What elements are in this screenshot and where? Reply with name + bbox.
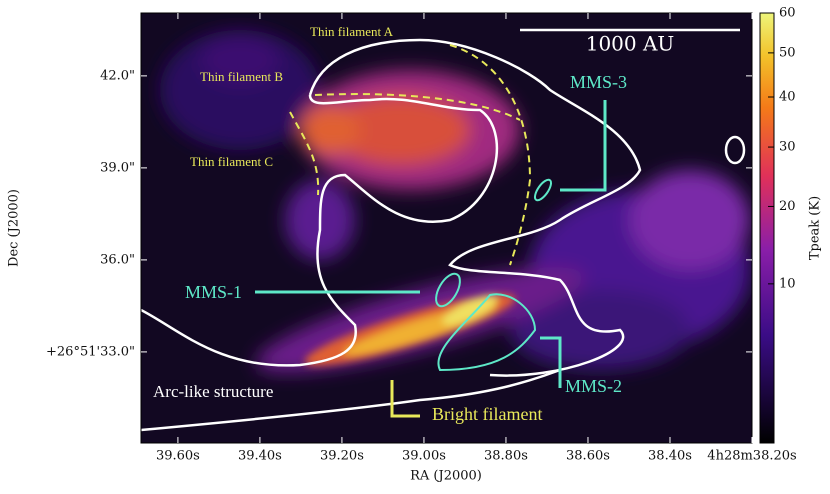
x-tick-label: 38.80s xyxy=(484,449,528,464)
annotation: Thin filament A xyxy=(310,24,394,39)
annotation: MMS-3 xyxy=(570,72,627,92)
x-axis-label: RA (J2000) xyxy=(410,469,482,484)
x-tick-label: 38.40s xyxy=(648,449,692,464)
colorbar xyxy=(759,12,775,444)
annotation: Bright filament xyxy=(432,404,542,424)
y-tick-label: 39.0" xyxy=(100,160,135,175)
colorbar-tick-label: 30 xyxy=(779,140,796,155)
colorbar-tick-label: 40 xyxy=(779,89,796,104)
x-tick-label: 4h28m38.20s xyxy=(707,449,796,464)
annotation: Thin filament C xyxy=(190,154,273,169)
y-tick-label: +26°51'33.0" xyxy=(46,344,135,359)
colorbar-tick-label: 50 xyxy=(779,45,796,60)
colorbar-tick-label: 60 xyxy=(779,6,796,21)
annotation: MMS-1 xyxy=(185,282,242,302)
annotation: Thin filament B xyxy=(200,69,283,84)
y-tick-label: 42.0" xyxy=(100,68,135,83)
colorbar-tick-label: 20 xyxy=(779,199,796,214)
colorbar-tick-label: 10 xyxy=(779,276,796,291)
plot-frame xyxy=(140,12,753,444)
x-tick-label: 39.20s xyxy=(320,449,364,464)
y-tick-label: 36.0" xyxy=(100,252,135,267)
x-tick-label: 38.60s xyxy=(566,449,610,464)
y-axis-label: Dec (J2000) xyxy=(7,189,22,267)
colorbar-label: Tpeak (K) xyxy=(808,196,823,260)
x-tick-label: 39.40s xyxy=(238,449,282,464)
intensity-map xyxy=(141,13,752,443)
annotation: MMS-2 xyxy=(565,376,622,396)
annotation: Arc-like structure xyxy=(153,382,273,401)
x-tick-label: 39.00s xyxy=(402,449,446,464)
x-tick-label: 39.60s xyxy=(156,449,200,464)
scale-bar-label: 1000 AU xyxy=(586,32,675,56)
